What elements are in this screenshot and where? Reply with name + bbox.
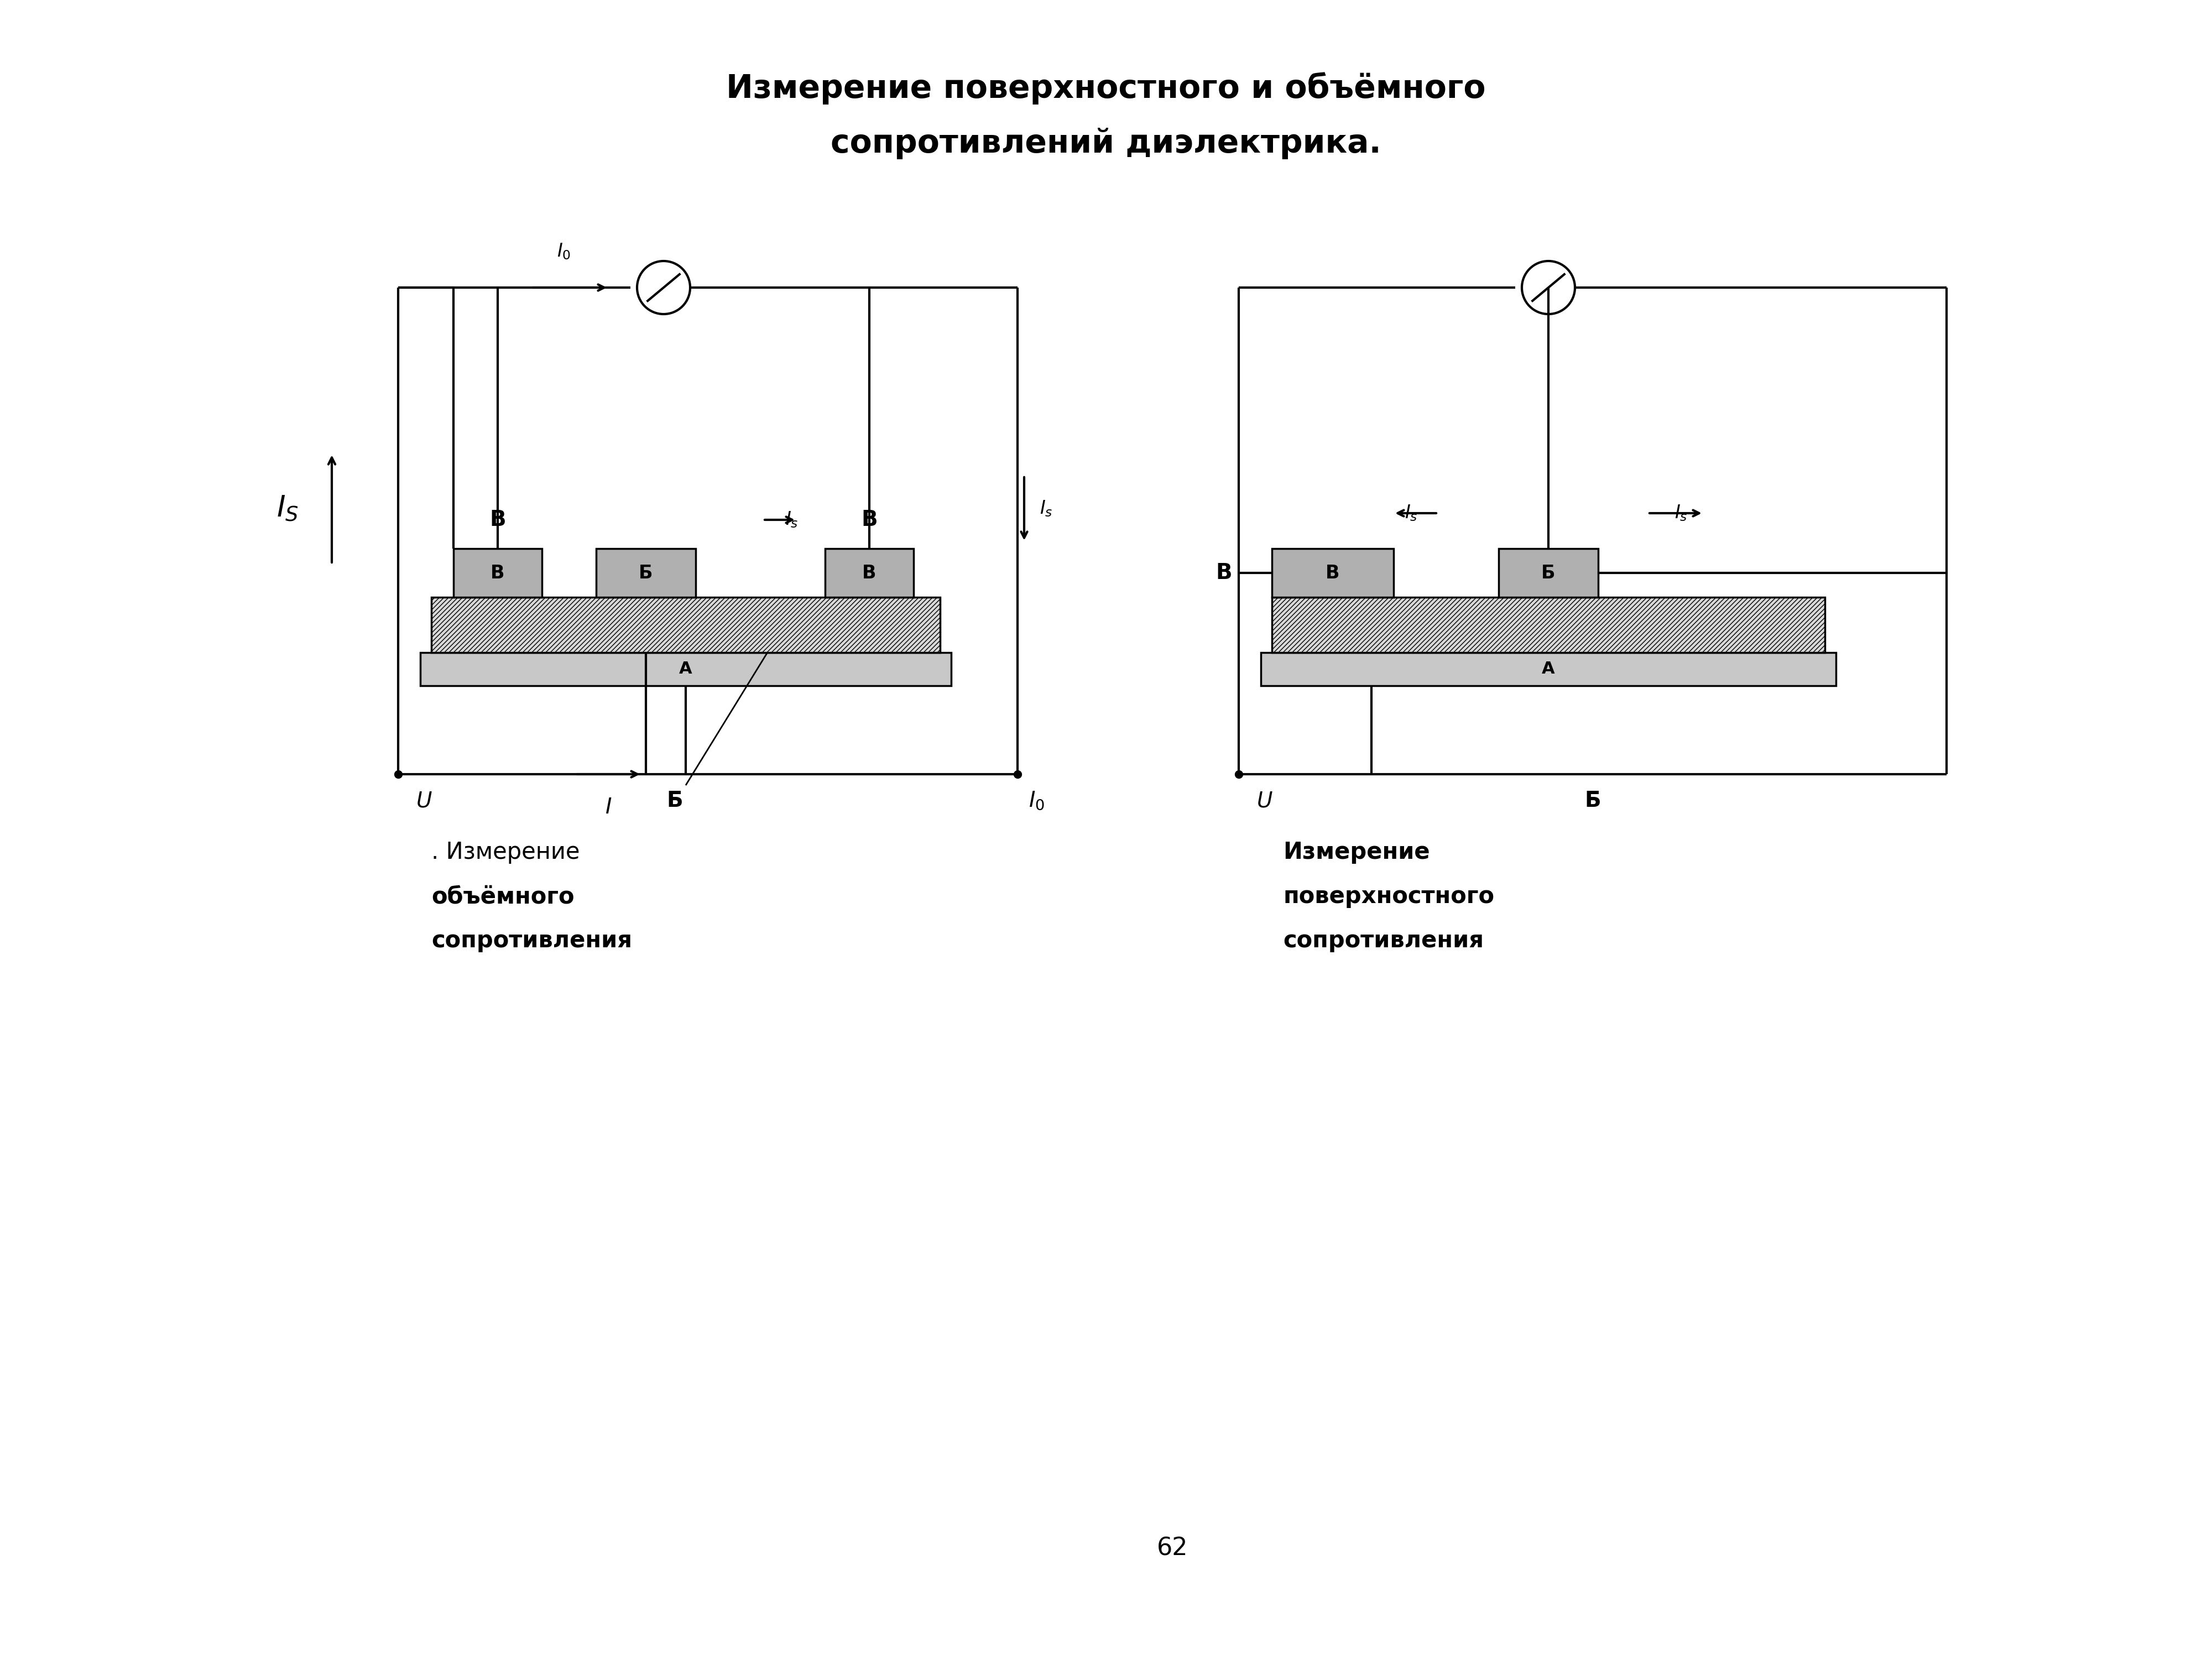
Text: $I_S$: $I_S$ — [276, 494, 299, 523]
Text: $I_s$: $I_s$ — [785, 511, 799, 529]
Text: поверхностного: поверхностного — [1283, 884, 1495, 907]
Bar — [1272, 549, 1394, 597]
Bar — [431, 597, 940, 652]
Text: А: А — [679, 660, 692, 677]
Text: сопротивлений диэлектрика.: сопротивлений диэлектрика. — [832, 128, 1380, 159]
Text: $I_s$: $I_s$ — [1674, 504, 1688, 523]
Bar — [1500, 549, 1597, 597]
Text: В: В — [863, 564, 876, 582]
Text: $U$: $U$ — [1256, 790, 1272, 811]
Text: Б: Б — [1584, 790, 1601, 811]
Text: $I_s$: $I_s$ — [1040, 499, 1053, 518]
Bar — [1272, 597, 1825, 652]
Text: В: В — [489, 509, 507, 531]
Text: 62: 62 — [1157, 1536, 1188, 1559]
Text: сопротивления: сопротивления — [1283, 929, 1484, 952]
Bar — [597, 549, 695, 597]
Text: В: В — [491, 564, 504, 582]
Bar — [453, 549, 542, 597]
Text: $I_0$: $I_0$ — [557, 242, 571, 260]
Bar — [1261, 652, 1836, 685]
Text: . Измерение: . Измерение — [431, 841, 580, 864]
Text: сопротивления: сопротивления — [431, 929, 633, 952]
Text: Б: Б — [1542, 564, 1555, 582]
Text: $I_0$: $I_0$ — [1029, 790, 1044, 811]
Text: Измерение поверхностного и объёмного: Измерение поверхностного и объёмного — [726, 73, 1486, 105]
Bar — [431, 597, 940, 652]
Text: В: В — [1217, 562, 1232, 584]
Bar — [825, 549, 914, 597]
Bar — [1272, 597, 1825, 652]
Text: Б: Б — [639, 564, 653, 582]
Text: Измерение: Измерение — [1283, 841, 1429, 864]
Text: объёмного: объёмного — [431, 884, 575, 907]
Text: В: В — [1325, 564, 1340, 582]
Text: $I$: $I$ — [604, 796, 613, 818]
Text: Б: Б — [666, 790, 684, 811]
Text: В: В — [860, 509, 878, 531]
Text: $U$: $U$ — [416, 790, 431, 811]
Text: А: А — [1542, 660, 1555, 677]
Text: $I_s$: $I_s$ — [1405, 504, 1418, 523]
Bar — [420, 652, 951, 685]
